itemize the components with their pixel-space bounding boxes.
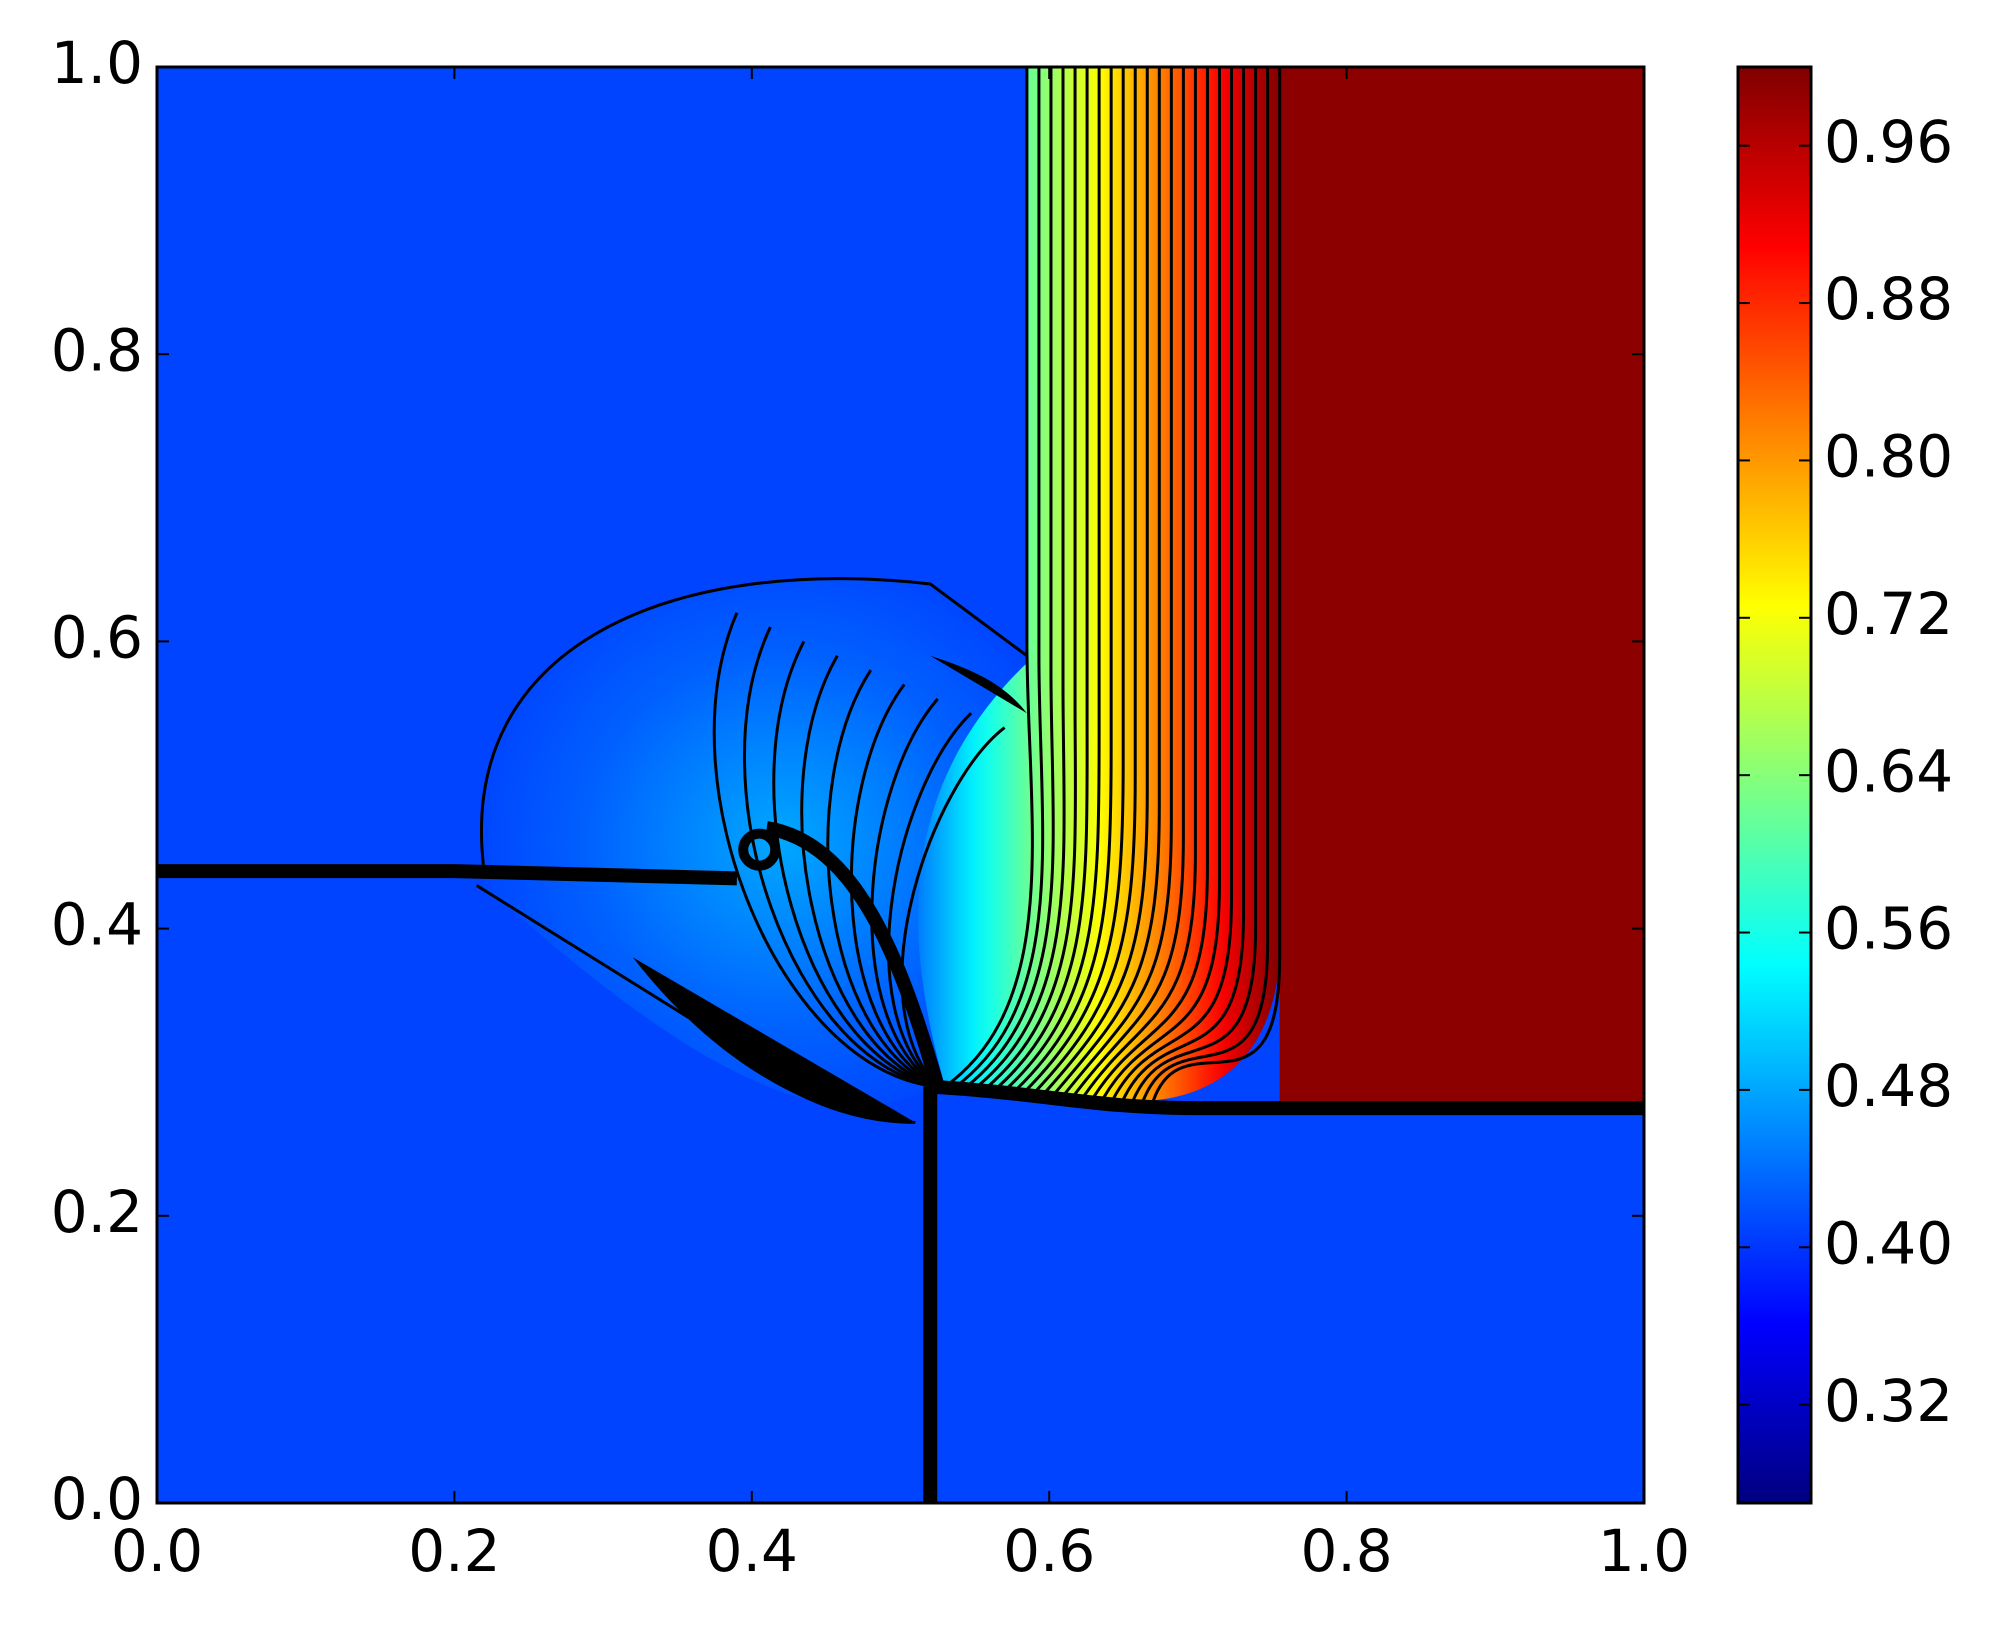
colorbar-tick-label: 0.80 [1824,423,1953,491]
contour-line [944,67,1034,1088]
y-tick-label: 0.8 [51,316,143,384]
contour-line [964,67,1055,1090]
contour-line [1122,67,1246,1100]
contour-line [900,726,1006,1088]
contour-line [1043,67,1149,1095]
contour-line [1033,67,1137,1094]
contour-line [1132,67,1258,1101]
shock-line [765,821,945,1089]
contour-line [1141,67,1270,1101]
colorbar-tick-label: 0.40 [1824,1209,1953,1277]
colorbar-tick-label: 0.64 [1824,737,1953,805]
x-tick-label: 1.0 [1598,1517,1690,1585]
colorbar-tick-label: 0.56 [1824,895,1953,963]
x-tick-label: 0.8 [1300,1517,1392,1585]
y-tick-label: 1.0 [51,29,143,97]
x-tick-label: 0.4 [706,1517,798,1585]
contour-line [954,67,1045,1089]
high-region [1279,67,1644,1109]
colorbar-tick-label: 0.72 [1824,580,1953,648]
contour-line [1072,67,1185,1097]
y-tick-label: 0.2 [51,1178,143,1246]
contour-line [1023,67,1125,1094]
x-tick-label: 0.6 [1003,1517,1095,1585]
y-tick-label: 0.6 [51,604,143,672]
contour-line [826,669,939,1088]
shock-line [632,957,916,1123]
contour-line [1082,67,1197,1097]
field [157,67,1644,1503]
contour-line [712,612,938,1089]
contour-line [772,640,939,1089]
contour-line [1013,67,1113,1093]
colorbar-tick-label: 0.32 [1824,1367,1953,1435]
contour-line [1092,67,1209,1098]
plot-frame [155,65,1646,1505]
x-tick-label: 0.2 [408,1517,500,1585]
contour-line [887,712,973,1088]
colorbar [1736,65,1813,1505]
contour-line [1053,67,1161,1096]
contour-line [1151,67,1282,1102]
contour-line [983,67,1077,1091]
x-tick-label: 0.0 [111,1517,203,1585]
contour-line [993,67,1089,1092]
vortex [738,828,781,871]
colorbar-tick-label: 0.96 [1824,108,1953,176]
contour-line [1102,67,1221,1099]
contour-line [1062,67,1173,1096]
contour-line [870,697,939,1088]
y-tick-label: 0.4 [51,891,143,959]
colorbar-tick-label: 0.48 [1824,1052,1953,1120]
y-tick-label: 0.0 [51,1465,143,1533]
contour-line [973,67,1066,1090]
contour-line [1003,67,1101,1092]
shock-line [929,1079,1644,1116]
contour-line [850,683,939,1088]
contour-line [480,577,1028,872]
shock-line [157,864,738,886]
contour-line [1112,67,1234,1099]
colorbar-tick-label: 0.88 [1824,265,1953,333]
contour-line [742,626,938,1089]
contour-line [800,655,939,1088]
shock-line [930,655,1027,714]
